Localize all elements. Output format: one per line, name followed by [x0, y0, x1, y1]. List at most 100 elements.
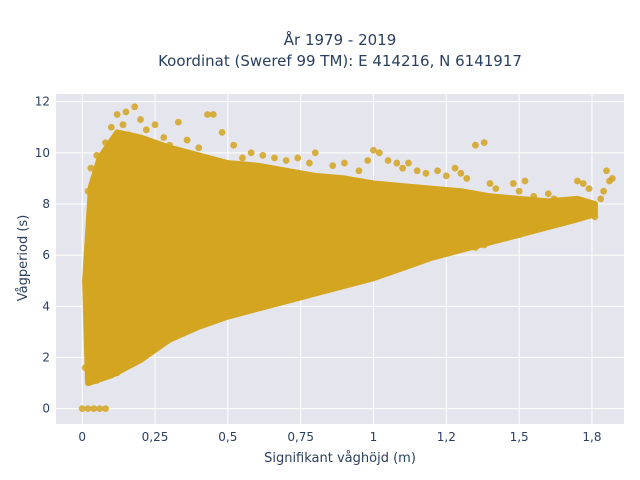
scatter-point [247, 149, 255, 157]
scatter-point [515, 187, 523, 195]
x-axis-title: Signifikant våghöjd (m) [264, 451, 416, 466]
scatter-point [96, 264, 104, 272]
scatter-point [131, 103, 139, 111]
scatter-point [340, 159, 348, 167]
x-axis-ticks: 0 0,25 0,5 0,75 1 1,2 1,5 1,8 [78, 430, 601, 444]
scatter-point [239, 154, 246, 162]
scatter-point [224, 308, 232, 315]
scatter-point [119, 121, 127, 129]
scatter-point [142, 338, 150, 346]
scatter-point [355, 167, 363, 175]
scatter-point [78, 405, 86, 413]
scatter-point [550, 195, 558, 203]
scatter-point [241, 238, 249, 246]
scatter-point [442, 172, 450, 180]
scatter-point [239, 300, 246, 308]
scatter-point [600, 187, 608, 195]
scatter-point [154, 328, 162, 336]
scatter-point [568, 215, 575, 223]
scatter-point [375, 149, 383, 157]
scatter-point [340, 277, 348, 285]
scatter-point [472, 244, 479, 251]
scatter-point [399, 256, 407, 264]
y-tick-label: 6 [42, 248, 50, 262]
data-points [78, 103, 616, 413]
scatter-point [457, 241, 465, 249]
y-tick-label: 10 [35, 146, 50, 160]
scatter-point [201, 310, 208, 318]
scatter-point [87, 164, 95, 172]
scatter-point [472, 141, 479, 149]
chart-title-line-1: År 1979 - 2019 [284, 30, 397, 49]
scatter-point [539, 223, 546, 231]
scatter-point [393, 159, 401, 167]
scatter-point [116, 297, 124, 305]
scatter-point [84, 315, 92, 323]
y-axis-title: Vågperiod (s) [16, 215, 31, 302]
scatter-point [463, 175, 471, 182]
x-tick-label: 0 [78, 430, 86, 444]
scatter-point [102, 371, 109, 379]
scatter-point [355, 277, 363, 285]
scatter-point [370, 269, 377, 277]
scatter-point [180, 231, 188, 239]
y-axis-ticks: 0 2 4 6 8 10 12 [35, 95, 50, 416]
grid-lines [56, 94, 624, 424]
scatter-point [122, 108, 130, 116]
scatter-point [166, 325, 174, 333]
scatter-point [113, 111, 121, 118]
scatter-point [93, 377, 101, 384]
scatter-point [90, 405, 98, 413]
scatter-point [428, 249, 436, 257]
scatter-point [148, 261, 156, 269]
scatter-point [259, 151, 267, 159]
scatter-point [349, 226, 357, 233]
scatter-point [370, 146, 377, 154]
scatter-point [413, 256, 421, 264]
scatter-point [84, 187, 92, 195]
scatter-point [282, 157, 290, 164]
scatter-point [102, 405, 109, 413]
scatter-point [326, 277, 334, 285]
scatter-point [413, 167, 421, 175]
y-tick-label: 12 [35, 95, 50, 109]
scatter-point [84, 405, 92, 413]
y-tick-label: 2 [42, 350, 50, 364]
scatter-point [492, 185, 500, 193]
scatter-point [504, 205, 511, 213]
scatter-point [501, 233, 508, 241]
scatter-point [422, 169, 430, 177]
scatter-point [142, 126, 150, 134]
scatter-point [399, 164, 407, 172]
scatter-point [442, 246, 450, 254]
scatter-point [268, 297, 275, 305]
y-tick-label: 8 [42, 197, 50, 211]
scatter-point [189, 320, 197, 328]
scatter-point [486, 180, 494, 187]
scatter-point [515, 231, 523, 239]
scatter-point [125, 131, 133, 139]
scatter-point [212, 313, 220, 320]
scatter-point [434, 167, 441, 175]
x-tick-label: 0,75 [287, 430, 314, 444]
scatter-point [559, 198, 567, 205]
scatter-point [434, 200, 441, 208]
scatter-point [588, 200, 596, 208]
scatter-point [271, 154, 278, 162]
scatter-point [110, 238, 118, 246]
scatter-point [317, 215, 325, 223]
scatter-point [134, 346, 141, 354]
scatter-point [107, 366, 115, 374]
x-tick-label: 1,8 [582, 430, 601, 444]
scatter-point [597, 195, 605, 203]
scatter-point [451, 164, 459, 172]
scatter-point [384, 157, 392, 164]
scatter-point [573, 208, 581, 216]
scatter-point [81, 364, 89, 372]
scatter-point [174, 118, 182, 126]
scatter-point [384, 264, 392, 272]
scatter-point [230, 141, 238, 149]
y-tick-label: 4 [42, 299, 50, 313]
